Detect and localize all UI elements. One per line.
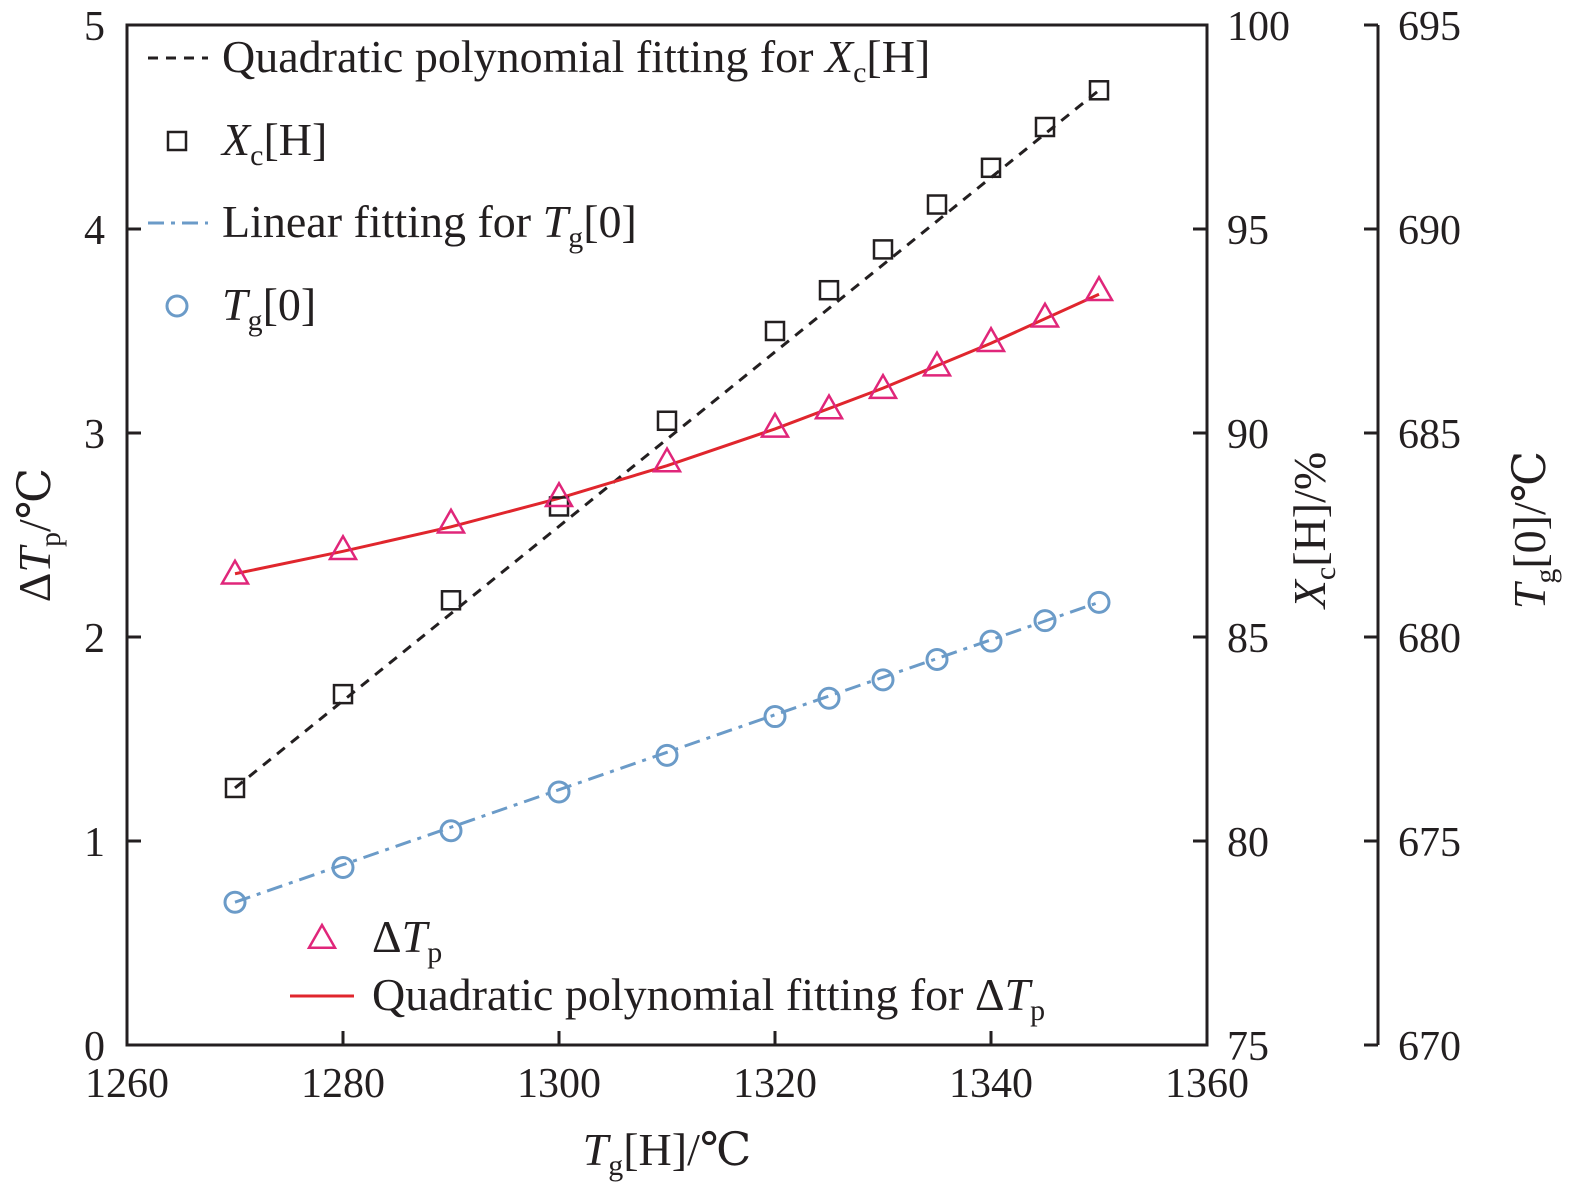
fit-line <box>234 292 1100 576</box>
data-point <box>655 743 679 767</box>
data-point <box>817 686 841 710</box>
left-tick-label: 1 <box>84 820 105 866</box>
right1-tick-label: 85 <box>1227 616 1269 662</box>
data-point <box>921 350 953 377</box>
data-point <box>223 890 247 914</box>
right2-tick-label: 680 <box>1398 616 1461 662</box>
right1-axis-label-group: Xc[H]/% <box>1284 452 1342 610</box>
left-tick-label: 2 <box>84 616 105 662</box>
legend-entry: Linear fitting for Tg[0] <box>222 196 637 254</box>
data-point <box>813 393 845 420</box>
right2-tick-label: 670 <box>1398 1024 1461 1070</box>
fit-lines <box>234 89 1100 904</box>
right1-axis-label: Xc[H]/% <box>1284 452 1342 610</box>
x-axis-label: Tg[H]/℃ <box>583 1124 752 1182</box>
right1-tick-label: 100 <box>1227 4 1290 50</box>
x-tick-label: 1320 <box>733 1061 817 1107</box>
fit-line <box>234 89 1100 790</box>
data-point <box>975 325 1007 353</box>
plot-frame <box>125 23 1209 1047</box>
legend-entry: ΔTp <box>372 911 442 969</box>
data-point <box>872 239 894 260</box>
x-tick-label: 1360 <box>1165 1061 1249 1107</box>
left-tick-label: 5 <box>84 4 105 50</box>
data-point <box>1088 80 1110 101</box>
legend-marker <box>165 294 189 318</box>
data-point <box>867 372 899 400</box>
x-tick-label: 1280 <box>301 1061 385 1107</box>
right2-axis-label-group: Tg[0]/℃ <box>1504 451 1562 609</box>
legend-entry: Xc[H] <box>220 114 327 172</box>
legend-entry: Quadratic polynomial fitting for ΔTp <box>372 969 1045 1027</box>
data-point <box>764 320 786 342</box>
right2-tick-label: 675 <box>1398 820 1461 866</box>
axes: 1260 1280 1300 1320 1340 1360 0 1 2 3 4 5 75 80 85 90 95… <box>84 4 1461 1107</box>
right2-tick-label: 695 <box>1398 4 1461 50</box>
data-point <box>871 668 895 692</box>
x-tick-label: 1300 <box>517 1061 601 1107</box>
data-point <box>980 157 1002 179</box>
right1-tick-label: 80 <box>1227 820 1269 866</box>
data-point <box>1083 274 1115 302</box>
data-point <box>331 856 355 880</box>
data-point <box>219 558 251 585</box>
data-point <box>656 410 678 432</box>
data-point <box>224 777 246 799</box>
right2-tick-label: 690 <box>1398 208 1461 254</box>
fit-line <box>234 600 1100 904</box>
data-point <box>759 411 791 438</box>
legend-marker <box>166 130 188 152</box>
right1-tick-label: 75 <box>1227 1024 1269 1070</box>
data-point <box>651 446 683 473</box>
x-tick-label: 1340 <box>949 1061 1033 1107</box>
data-point <box>1034 116 1056 138</box>
axis-labels: Tg[H]/℃ ΔTp/℃ Xc[H]/% Tg[0]/℃ <box>9 451 1562 1182</box>
right2-tick-label: 685 <box>1398 412 1461 458</box>
data-point <box>1033 609 1057 633</box>
data-point <box>818 279 840 301</box>
right1-tick-label: 90 <box>1227 412 1269 458</box>
data-point <box>439 819 463 843</box>
left-tick-label: 3 <box>84 412 105 458</box>
data-point <box>543 480 575 508</box>
x-tick-label: 1260 <box>85 1061 169 1107</box>
data-point <box>925 647 949 671</box>
data-point <box>979 629 1003 653</box>
left-tick-label: 0 <box>84 1024 105 1070</box>
left-axis-label-group: ΔTp/℃ <box>9 468 67 602</box>
left-tick-label: 4 <box>84 208 105 254</box>
legend-entry: Tg[0] <box>222 279 316 337</box>
data-markers <box>219 80 1115 914</box>
legend: Quadratic polynomial fitting for Xc[H] Xc… <box>148 31 1045 1027</box>
data-point <box>332 683 354 705</box>
data-point <box>435 507 467 534</box>
data-point <box>763 705 787 729</box>
data-point <box>327 533 359 561</box>
data-point <box>547 780 571 804</box>
legend-entry: Quadratic polynomial fitting for Xc[H] <box>222 31 930 89</box>
legend-marker <box>306 922 338 949</box>
left-axis-label: ΔTp/℃ <box>9 468 67 602</box>
right2-axis-label: Tg[0]/℃ <box>1504 451 1562 609</box>
right1-tick-label: 95 <box>1227 208 1269 254</box>
data-point <box>926 194 948 215</box>
data-point <box>1087 590 1111 614</box>
data-point <box>440 590 462 611</box>
data-point <box>1029 301 1061 328</box>
